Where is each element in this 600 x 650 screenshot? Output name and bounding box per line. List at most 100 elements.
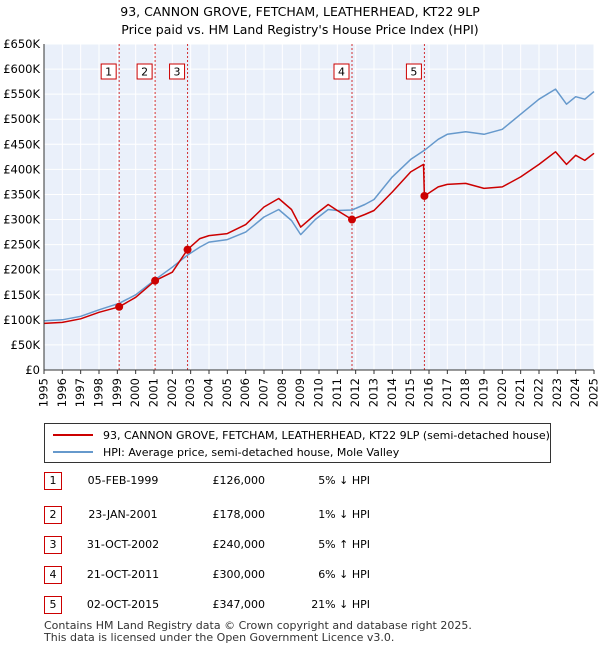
transaction-hpi: 5% ↑ HPI (318, 538, 370, 551)
y-tick-label: £300K (3, 213, 40, 227)
price-line (43, 151, 595, 325)
x-tick-label: 2015 (403, 378, 417, 407)
x-tick-label: 1997 (73, 378, 87, 407)
sale-marker (183, 245, 192, 254)
event-badge-label: 5 (410, 66, 417, 79)
transaction-number: 2 (44, 506, 62, 524)
transaction-number: 1 (44, 472, 62, 490)
x-tick-label: 2013 (367, 378, 381, 407)
y-tick-label: £200K (3, 263, 40, 277)
sale-marker (115, 302, 124, 311)
y-tick-label: £450K (3, 137, 40, 151)
transaction-number: 3 (44, 536, 62, 554)
x-tick-label: 2009 (293, 378, 307, 407)
footer-license: This data is licensed under the Open Gov… (44, 631, 395, 644)
event-badge-label: 1 (105, 66, 112, 79)
transaction-price: £240,000 (212, 538, 266, 551)
table-row: 1 05-FEB-1999 £126,000 5% ↓ HPI (0, 472, 600, 490)
transaction-price: £347,000 (212, 598, 266, 611)
event-badge-label: 4 (338, 66, 345, 79)
sale-marker (348, 215, 356, 224)
x-tick-label: 1998 (92, 378, 106, 407)
y-tick-label: £50K (11, 338, 41, 352)
x-tick-label: 2019 (477, 378, 491, 407)
legend-hpi-label: HPI: Average price, semi-detached house,… (103, 445, 400, 459)
transaction-price: £178,000 (212, 508, 266, 521)
x-tick-label: 2000 (128, 378, 142, 407)
y-tick-label: £250K (3, 238, 40, 252)
x-tick-label: 2025 (587, 378, 600, 407)
x-tick-label: 2012 (348, 378, 362, 407)
sale-marker (420, 191, 429, 200)
y-tick-label: £400K (3, 162, 40, 176)
transaction-hpi: 5% ↓ HPI (318, 474, 370, 487)
x-tick-label: 2010 (312, 378, 326, 407)
y-tick-label: £100K (3, 313, 40, 327)
footer-copyright: Contains HM Land Registry data © Crown c… (44, 619, 472, 632)
table-row: 5 02-OCT-2015 £347,000 21% ↓ HPI (0, 596, 600, 614)
table-row: 2 23-JAN-2001 £178,000 1% ↓ HPI (0, 506, 600, 524)
y-tick-label: £0 (25, 363, 40, 377)
transaction-number: 5 (44, 596, 62, 614)
x-tick-label: 2020 (495, 378, 509, 407)
x-tick-label: 2017 (440, 378, 454, 407)
legend-item-hpi: HPI: Average price, semi-detached house,… (53, 444, 399, 460)
chart-subtitle: Price paid vs. HM Land Registry's House … (121, 22, 479, 37)
y-tick-label: £350K (3, 187, 40, 201)
table-row: 4 21-OCT-2011 £300,000 6% ↓ HPI (0, 566, 600, 584)
y-tick-label: £600K (3, 62, 40, 76)
event-badge (333, 63, 350, 80)
table-row: 3 31-OCT-2002 £240,000 5% ↑ HPI (0, 536, 600, 554)
x-tick-label: 1995 (37, 378, 51, 407)
x-tick-label: 2011 (330, 378, 344, 407)
x-tick-label: 2003 (183, 378, 197, 407)
event-badge-label: 2 (141, 66, 148, 79)
transaction-date: 02-OCT-2015 (86, 598, 160, 611)
transaction-date: 23-JAN-2001 (88, 508, 158, 521)
x-tick-label: 2014 (385, 378, 399, 407)
x-tick-label: 2008 (275, 378, 289, 407)
legend-item-price: 93, CANNON GROVE, FETCHAM, LEATHERHEAD, … (53, 427, 550, 443)
transaction-price: £126,000 (212, 474, 266, 487)
x-tick-label: 2018 (458, 378, 472, 407)
y-tick-label: £500K (3, 112, 40, 126)
x-tick-label: 2022 (532, 378, 546, 407)
x-tick-label: 1999 (110, 378, 124, 407)
x-tick-label: 2001 (147, 378, 161, 407)
event-badge (169, 63, 186, 80)
x-tick-label: 2007 (257, 378, 271, 407)
event-badge (136, 63, 153, 80)
hpi-line (43, 88, 595, 322)
transaction-hpi: 21% ↓ HPI (311, 598, 370, 611)
x-tick-label: 2004 (202, 378, 216, 407)
price-chart: £0 £50K £100K £150K £200K £250K £300K £350K £400… (3, 37, 600, 407)
y-tick-label: £150K (3, 288, 40, 302)
y-tick-label: £650K (3, 37, 40, 51)
legend-price-swatch (53, 434, 93, 436)
x-tick-label: 2005 (220, 378, 234, 407)
legend-price-label: 93, CANNON GROVE, FETCHAM, LEATHERHEAD, … (103, 428, 550, 442)
event-badge (405, 63, 422, 80)
x-tick-label: 2006 (238, 378, 252, 407)
x-tick-label: 2023 (550, 378, 564, 407)
event-badge-label: 3 (174, 66, 181, 79)
legend: 93, CANNON GROVE, FETCHAM, LEATHERHEAD, … (44, 423, 551, 463)
transaction-price: £300,000 (212, 568, 266, 581)
chart-title: 93, CANNON GROVE, FETCHAM, LEATHERHEAD, … (120, 4, 480, 19)
transaction-date: 21-OCT-2011 (86, 568, 160, 581)
y-tick-label: £550K (3, 87, 40, 101)
transaction-date: 31-OCT-2002 (86, 538, 160, 551)
x-tick-label: 2024 (568, 378, 582, 407)
transaction-date: 05-FEB-1999 (87, 474, 159, 487)
event-badge (100, 63, 117, 80)
transaction-hpi: 1% ↓ HPI (318, 508, 370, 521)
x-tick-label: 2016 (422, 378, 436, 407)
x-tick-label: 1996 (55, 378, 69, 407)
x-tick-label: 2021 (513, 378, 527, 407)
transaction-number: 4 (44, 566, 62, 584)
transaction-hpi: 6% ↓ HPI (318, 568, 370, 581)
sale-marker (151, 276, 160, 285)
footer: Contains HM Land Registry data © Crown c… (44, 620, 472, 644)
x-tick-label: 2002 (165, 378, 179, 407)
legend-hpi-swatch (53, 451, 93, 453)
